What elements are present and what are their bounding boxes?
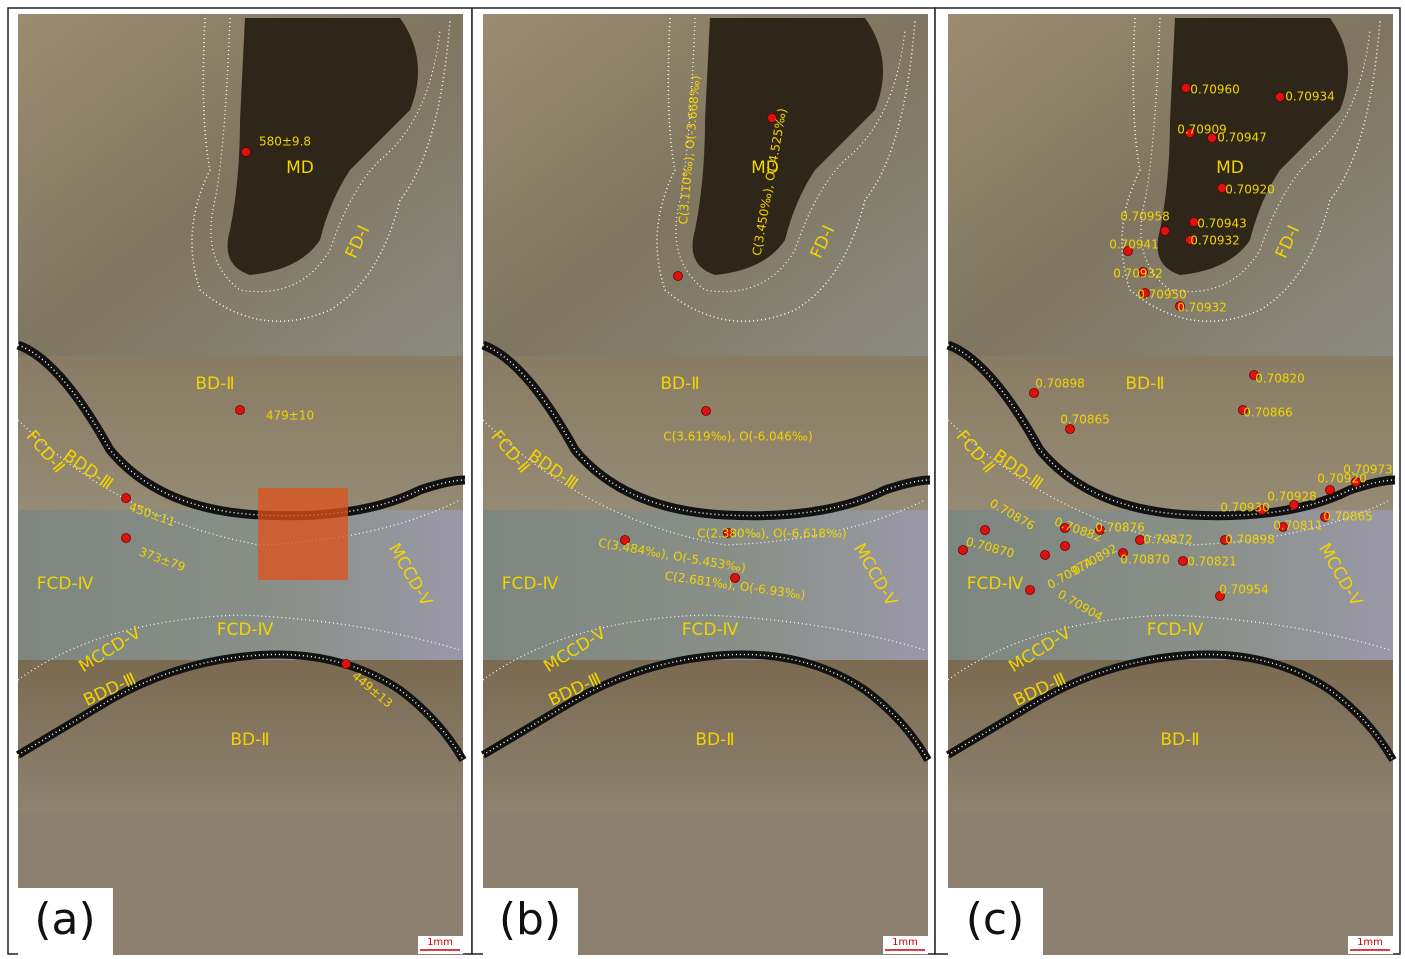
sample-point: [1208, 134, 1217, 143]
zone-label: BD-Ⅱ: [695, 730, 734, 750]
zone-label: BD-Ⅱ: [1160, 730, 1199, 750]
sample-point: [674, 272, 683, 281]
sample-label: 0.70950: [1137, 288, 1187, 302]
sample-label: 0.70954: [1219, 583, 1269, 597]
scale-label: 1mm: [892, 937, 918, 948]
sample-point: [1276, 93, 1285, 102]
sample-label: 0.70865: [1060, 413, 1110, 427]
panel-label: (b): [499, 894, 561, 945]
sample-label: 0.70865: [1323, 510, 1373, 524]
sample-label: 0.70820: [1255, 372, 1305, 386]
highlight-box: [258, 488, 348, 580]
sample-point: [122, 534, 131, 543]
sample-label: 0.70928: [1267, 490, 1317, 504]
zone-label: BD-Ⅱ: [660, 374, 699, 394]
sample-label: 0.70821: [1187, 555, 1237, 569]
sample-label: C(3.619‰), O(-6.046‰): [663, 430, 812, 444]
scale-label: 1mm: [427, 937, 453, 948]
zone-label: BD-Ⅱ: [195, 374, 234, 394]
zone-label: FCD-Ⅳ: [1147, 620, 1204, 640]
sample-label: 0.70811: [1273, 519, 1323, 533]
sample-point: [1026, 586, 1035, 595]
zone-label: BD-Ⅱ: [1125, 374, 1164, 394]
sample-label: 0.70920: [1225, 183, 1275, 197]
sample-point: [1061, 542, 1070, 551]
sample-point: [342, 660, 351, 669]
sample-point: [236, 406, 245, 415]
sample-label: 0.70941: [1109, 238, 1159, 252]
sample-label: 0.70960: [1190, 83, 1240, 97]
zone-label: BD-Ⅱ: [230, 730, 269, 750]
sample-label: 479±10: [266, 409, 314, 423]
sample-point: [1041, 551, 1050, 560]
zone-label: FCD-Ⅳ: [217, 620, 274, 640]
sample-label: 0.70932: [1113, 267, 1163, 281]
sample-label: 0.70932: [1190, 234, 1240, 248]
zone-label: FCD-Ⅳ: [502, 574, 559, 594]
sample-point: [1182, 84, 1191, 93]
sample-label: 0.70930: [1220, 501, 1270, 515]
sample-label: 0.70958: [1120, 210, 1170, 224]
sample-label: 0.70920: [1317, 472, 1367, 486]
figure: MDFD-ⅠBD-ⅡFCD-ⅡBDD-ⅢFCD-ⅣMCCD-ⅤFCD-ⅣMCCD…: [0, 0, 1405, 959]
sample-label: 0.70947: [1217, 131, 1267, 145]
photo-mid: [18, 356, 463, 510]
sample-point: [1179, 557, 1188, 566]
sample-label: 580±9.8: [259, 135, 311, 149]
sample-label: 0.70943: [1197, 217, 1247, 231]
sample-point: [242, 148, 251, 157]
sample-label: 0.70866: [1243, 406, 1293, 420]
sample-label: C(2.380‰), O(-6.618‰): [697, 527, 846, 541]
scale-label: 1mm: [1357, 937, 1383, 948]
panel-label: (c): [966, 894, 1025, 945]
sample-label: 0.70876: [1095, 521, 1145, 535]
zone-label: FCD-Ⅳ: [37, 574, 94, 594]
sample-label: 0.70932: [1177, 301, 1227, 315]
sample-point: [981, 526, 990, 535]
sample-label: 0.70870: [1120, 553, 1170, 567]
panel-label: (a): [34, 894, 95, 945]
zone-label: FCD-Ⅳ: [682, 620, 739, 640]
zone-label: MD: [286, 158, 314, 178]
zone-label: FCD-Ⅳ: [967, 574, 1024, 594]
zone-label: MD: [1216, 158, 1244, 178]
sample-label: 0.70872: [1143, 533, 1193, 547]
sample-point: [1326, 486, 1335, 495]
sample-label: 0.70934: [1285, 90, 1335, 104]
sample-point: [1161, 227, 1170, 236]
sample-point: [702, 407, 711, 416]
sample-label: 0.70898: [1035, 377, 1085, 391]
sample-point: [122, 494, 131, 503]
sample-label: 0.70898: [1225, 533, 1275, 547]
